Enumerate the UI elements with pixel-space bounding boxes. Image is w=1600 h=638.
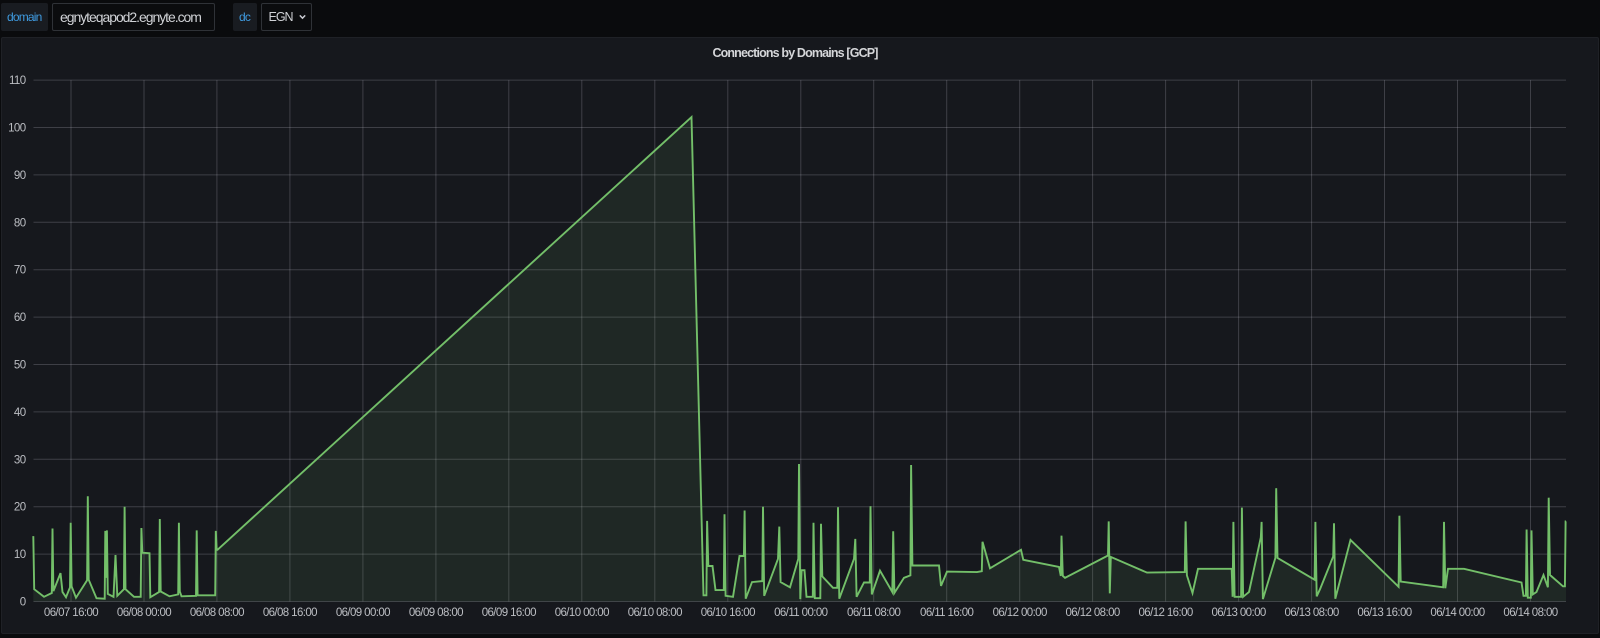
svg-text:20: 20 xyxy=(14,502,26,514)
svg-text:06/13 08:00: 06/13 08:00 xyxy=(1285,607,1339,619)
svg-text:06/12 16:00: 06/12 16:00 xyxy=(1139,607,1193,619)
svg-text:06/13 16:00: 06/13 16:00 xyxy=(1357,607,1411,619)
svg-text:06/08 00:00: 06/08 00:00 xyxy=(117,607,171,619)
svg-text:06/12 08:00: 06/12 08:00 xyxy=(1066,607,1120,619)
svg-text:06/13 00:00: 06/13 00:00 xyxy=(1212,607,1266,619)
svg-text:06/08 16:00: 06/08 16:00 xyxy=(263,607,317,619)
svg-text:06/08 08:00: 06/08 08:00 xyxy=(190,607,244,619)
svg-text:40: 40 xyxy=(14,407,26,419)
svg-text:06/14 08:00: 06/14 08:00 xyxy=(1503,607,1557,619)
svg-text:10: 10 xyxy=(14,549,26,561)
svg-text:60: 60 xyxy=(14,312,26,324)
svg-text:06/09 08:00: 06/09 08:00 xyxy=(409,607,463,619)
svg-text:70: 70 xyxy=(14,265,26,277)
svg-text:06/11 08:00: 06/11 08:00 xyxy=(847,607,901,619)
svg-text:90: 90 xyxy=(14,170,26,182)
svg-text:100: 100 xyxy=(8,123,26,135)
svg-text:50: 50 xyxy=(14,360,26,372)
svg-text:06/09 16:00: 06/09 16:00 xyxy=(482,607,536,619)
svg-text:06/10 16:00: 06/10 16:00 xyxy=(701,607,755,619)
svg-text:80: 80 xyxy=(14,217,26,229)
svg-text:06/10 08:00: 06/10 08:00 xyxy=(628,607,682,619)
svg-text:06/09 00:00: 06/09 00:00 xyxy=(336,607,390,619)
svg-text:06/14 00:00: 06/14 00:00 xyxy=(1430,607,1484,619)
svg-text:110: 110 xyxy=(9,75,26,87)
svg-text:0: 0 xyxy=(20,597,26,609)
svg-text:06/12 00:00: 06/12 00:00 xyxy=(993,607,1047,619)
svg-text:06/11 16:00: 06/11 16:00 xyxy=(920,607,974,619)
svg-text:06/10 00:00: 06/10 00:00 xyxy=(555,607,609,619)
svg-text:06/07 16:00: 06/07 16:00 xyxy=(44,607,98,619)
svg-text:06/11 00:00: 06/11 00:00 xyxy=(774,607,828,619)
svg-text:30: 30 xyxy=(14,454,26,466)
